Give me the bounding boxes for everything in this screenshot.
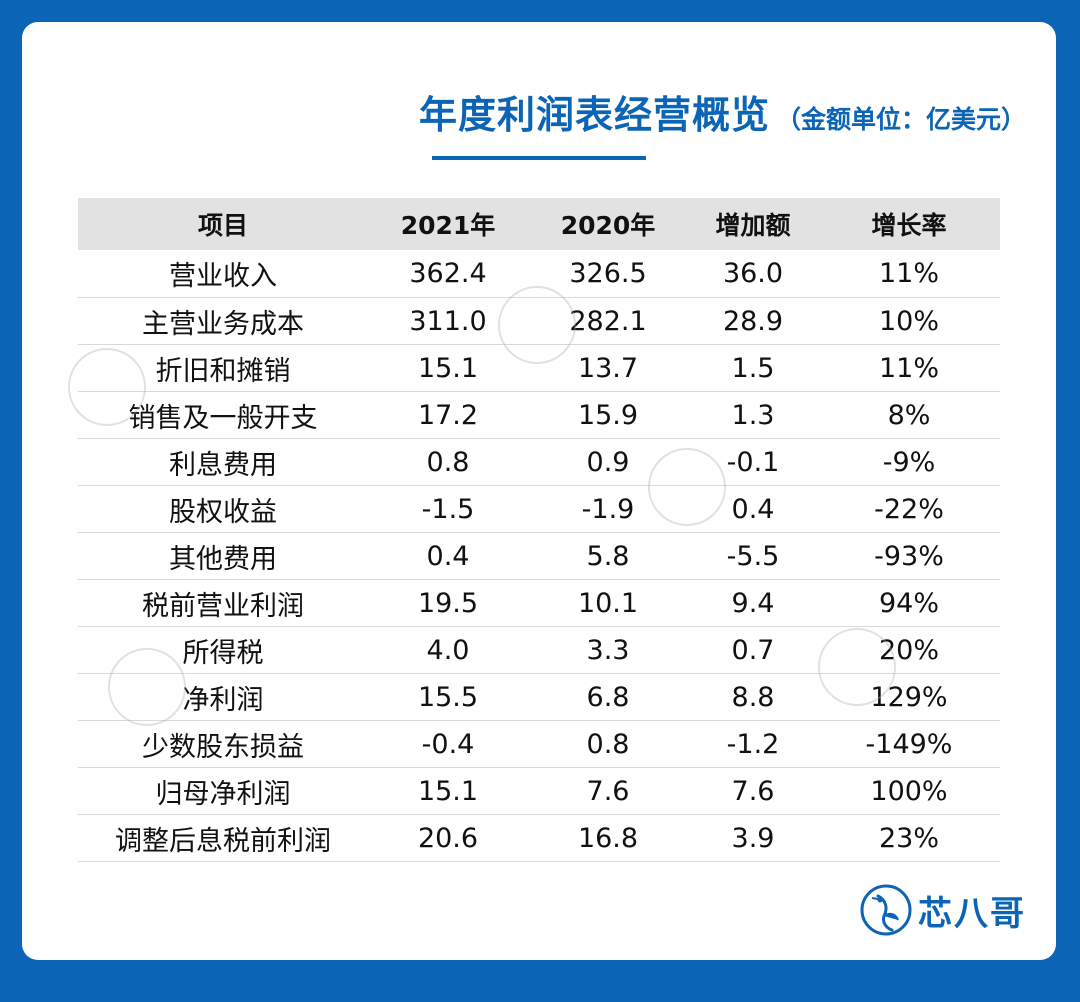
row-label: 其他费用 [78,532,368,580]
value-2020: 7.6 [528,767,688,815]
value-increase: 8.8 [688,673,818,721]
value-increase: 1.5 [688,344,818,392]
value-growth: 11% [818,344,1000,392]
value-increase: 3.9 [688,814,818,862]
value-growth: -9% [818,438,1000,486]
profit-table: 项目 2021年 2020年 增加额 增长率 营业收入 362.4 326.5 36.… [78,198,1000,862]
table-row: 股权收益 -1.5 -1.9 0.4 -22% [78,485,1000,533]
value-increase: 0.4 [688,485,818,533]
header-item: 项目 [78,198,368,250]
value-growth: 129% [818,673,1000,721]
value-growth: 11% [818,250,1000,298]
value-2021: -0.4 [368,720,528,768]
value-growth: 94% [818,579,1000,627]
row-label: 利息费用 [78,438,368,486]
value-increase: -0.1 [688,438,818,486]
value-2020: 10.1 [528,579,688,627]
value-2020: 0.9 [528,438,688,486]
page-title: 年度利润表经营概览 [418,93,770,137]
table-row: 折旧和摊销 15.1 13.7 1.5 11% [78,344,1000,392]
value-2021: 15.5 [368,673,528,721]
row-label: 税前营业利润 [78,579,368,627]
brand-logo: 芯八哥 [858,882,1026,938]
title-underline [432,156,646,160]
value-2021: 4.0 [368,626,528,674]
value-increase: 7.6 [688,767,818,815]
value-2021: 15.1 [368,344,528,392]
bird-logo-icon [860,884,912,936]
value-2021: 20.6 [368,814,528,862]
value-2020: 16.8 [528,814,688,862]
content-card: 年度利润表经营概览 （金额单位：亿美元） 项目 2021年 2020年 增加额 … [22,22,1056,960]
table-row: 所得税 4.0 3.3 0.7 20% [78,626,1000,674]
value-2021: 15.1 [368,767,528,815]
header-2021: 2021年 [368,198,528,250]
value-growth: 20% [818,626,1000,674]
table-row: 少数股东损益 -0.4 0.8 -1.2 -149% [78,720,1000,768]
row-label: 所得税 [78,626,368,674]
value-increase: 0.7 [688,626,818,674]
value-2020: 0.8 [528,720,688,768]
value-increase: 36.0 [688,250,818,298]
value-2021: 19.5 [368,579,528,627]
header-growth: 增长率 [818,198,1000,250]
value-2021: 362.4 [368,250,528,298]
value-increase: -5.5 [688,532,818,580]
row-label: 折旧和摊销 [78,344,368,392]
value-2021: 0.8 [368,438,528,486]
header-increase: 增加额 [688,198,818,250]
value-increase: 28.9 [688,297,818,345]
value-increase: 1.3 [688,391,818,439]
table-row: 调整后息税前利润 20.6 16.8 3.9 23% [78,814,1000,862]
value-2021: -1.5 [368,485,528,533]
unit-label: （金额单位：亿美元） [775,105,1026,134]
value-growth: -93% [818,532,1000,580]
value-growth: 23% [818,814,1000,862]
value-2020: 3.3 [528,626,688,674]
row-label: 主营业务成本 [78,297,368,345]
table-row: 净利润 15.5 6.8 8.8 129% [78,673,1000,721]
table-header-row: 项目 2021年 2020年 增加额 增长率 [78,198,1000,250]
value-growth: -149% [818,720,1000,768]
table-row: 销售及一般开支 17.2 15.9 1.3 8% [78,391,1000,439]
header-2020: 2020年 [528,198,688,250]
value-2021: 17.2 [368,391,528,439]
row-label: 营业收入 [78,250,368,298]
value-2020: 326.5 [528,250,688,298]
value-2020: 282.1 [528,297,688,345]
table-row: 营业收入 362.4 326.5 36.0 11% [78,250,1000,298]
value-2020: 13.7 [528,344,688,392]
table-row: 税前营业利润 19.5 10.1 9.4 94% [78,579,1000,627]
value-2021: 0.4 [368,532,528,580]
table-row: 其他费用 0.4 5.8 -5.5 -93% [78,532,1000,580]
row-label: 调整后息税前利润 [78,814,368,862]
table-row: 利息费用 0.8 0.9 -0.1 -9% [78,438,1000,486]
brand-name: 芯八哥 [918,893,1026,934]
value-2020: 15.9 [528,391,688,439]
value-2020: 6.8 [528,673,688,721]
value-2021: 311.0 [368,297,528,345]
title-row: 年度利润表经营概览 （金额单位：亿美元） [22,84,1056,144]
row-label: 少数股东损益 [78,720,368,768]
row-label: 销售及一般开支 [78,391,368,439]
value-growth: 10% [818,297,1000,345]
value-2020: -1.9 [528,485,688,533]
row-label: 净利润 [78,673,368,721]
table-row: 归母净利润 15.1 7.6 7.6 100% [78,767,1000,815]
row-label: 归母净利润 [78,767,368,815]
table-row: 主营业务成本 311.0 282.1 28.9 10% [78,297,1000,345]
value-increase: 9.4 [688,579,818,627]
value-growth: 8% [818,391,1000,439]
row-label: 股权收益 [78,485,368,533]
value-2020: 5.8 [528,532,688,580]
value-increase: -1.2 [688,720,818,768]
value-growth: -22% [818,485,1000,533]
value-growth: 100% [818,767,1000,815]
